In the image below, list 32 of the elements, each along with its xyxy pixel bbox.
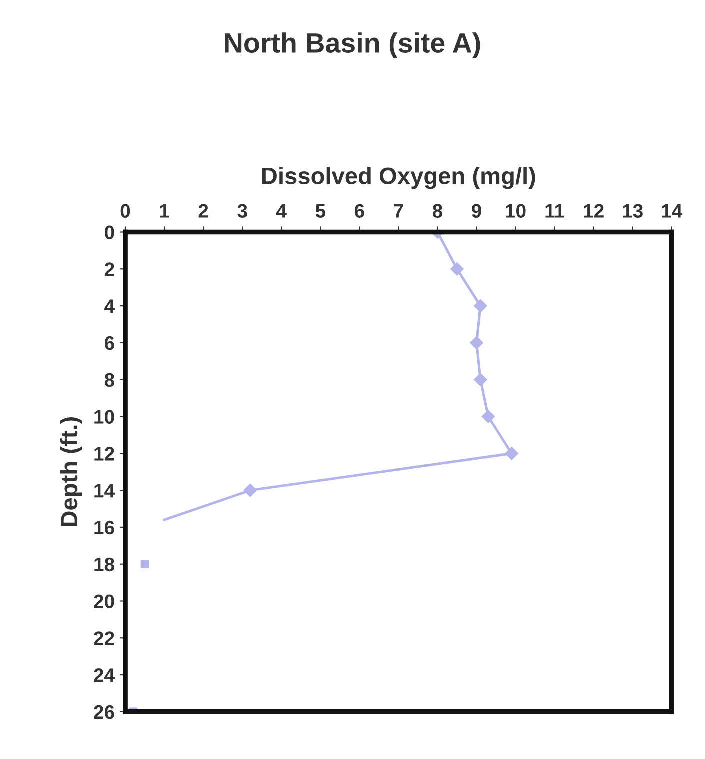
x-tick-label: 5 (316, 204, 326, 218)
x-tick-label: 9 (472, 204, 482, 218)
x-tick-label: 4 (276, 204, 287, 218)
y-tick-label: 14 (94, 484, 115, 498)
chart-title: North Basin (site A) (225, 32, 480, 58)
y-tick-label: 12 (94, 447, 114, 461)
x-tick-label: 7 (394, 204, 404, 218)
y-tick-label: 10 (94, 410, 114, 424)
y-tick-label: 16 (94, 520, 114, 535)
x-tick-label: 13 (623, 204, 643, 218)
y-tick-label: 0 (105, 226, 114, 240)
y-tick-label: 26 (94, 705, 114, 720)
y-tick-label: 24 (94, 668, 115, 682)
y-tick-label: 2 (104, 262, 114, 276)
x-tick-label: 12 (584, 204, 604, 218)
y-tick-label: 20 (94, 594, 114, 608)
x-tick-label: 1 (160, 204, 170, 218)
x-tick-label: 11 (546, 204, 565, 218)
y-tick-label: 4 (104, 300, 115, 314)
x-tick-label: 0 (120, 204, 130, 218)
y-tick-label: 6 (104, 336, 114, 350)
x-tick-label: 8 (432, 204, 443, 218)
y-tick-label: 22 (94, 632, 114, 646)
y-axis-title: Depth (ft.) (60, 418, 82, 526)
y-tick-label: 8 (104, 373, 114, 388)
x-tick-label: 10 (506, 204, 526, 218)
x-tick-label: 2 (198, 204, 208, 218)
x-tick-label: 3 (238, 204, 248, 218)
x-axis-title: Dissolved Oxygen (mg/l) (262, 167, 536, 190)
x-tick-label: 14 (662, 204, 683, 218)
y-tick-label: 18 (94, 558, 114, 572)
x-tick-label: 6 (354, 204, 364, 218)
